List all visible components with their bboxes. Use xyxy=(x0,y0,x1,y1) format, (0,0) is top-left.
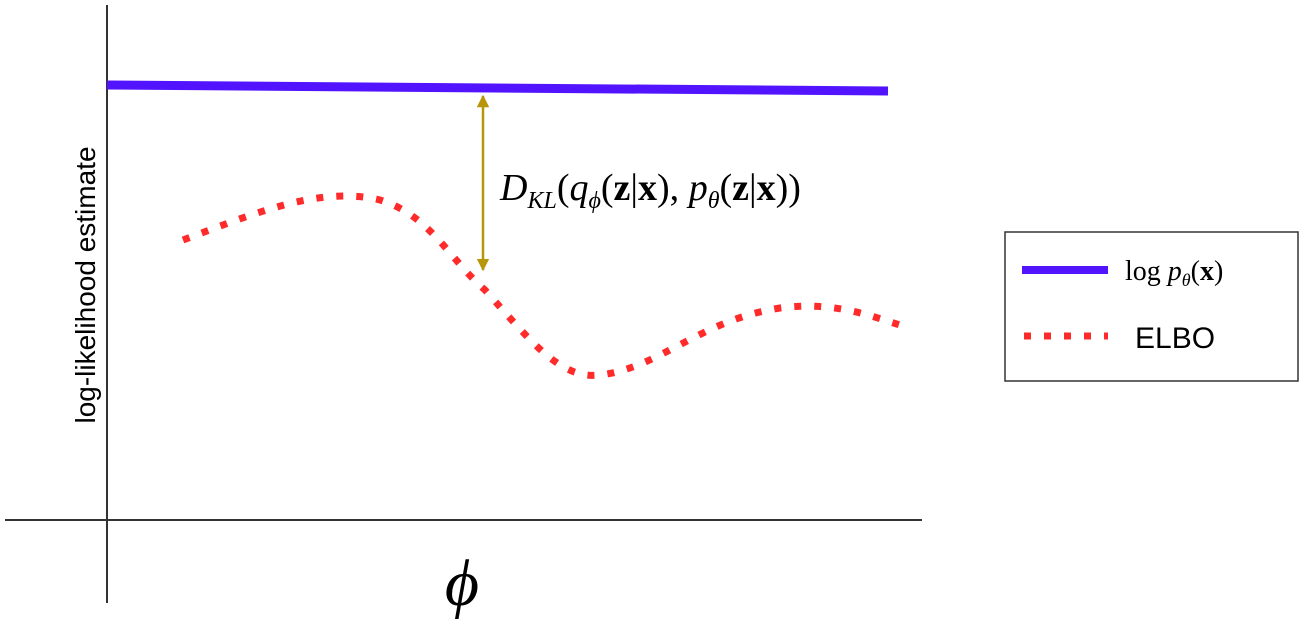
math-part: ) xyxy=(1214,256,1223,287)
math-part: z xyxy=(732,167,749,209)
math-part: x xyxy=(638,167,657,209)
math-part: | xyxy=(630,167,638,209)
math-part: KL xyxy=(526,188,556,214)
log-likelihood-line xyxy=(106,80,889,96)
math-part: q xyxy=(569,167,588,209)
x-axis-label: ϕ xyxy=(445,547,479,620)
math-part: p xyxy=(686,167,708,209)
math-part: x xyxy=(1200,256,1214,287)
math-part: ϕ xyxy=(588,188,600,214)
math-part: | xyxy=(749,167,757,209)
math-part: z xyxy=(614,167,631,209)
math-part: log xyxy=(1125,256,1168,287)
math-part: θ xyxy=(1182,270,1191,290)
math-part: D xyxy=(499,167,527,209)
elbo-curve xyxy=(181,192,911,379)
legend-box xyxy=(1004,231,1299,382)
math-part: ), xyxy=(657,167,689,209)
math-part: p xyxy=(1166,256,1182,287)
math-part: θ xyxy=(708,188,720,214)
y-axis-label: log-likelihood estimate xyxy=(70,146,101,423)
math-part: ( xyxy=(719,167,732,209)
legend-label: ELBO xyxy=(1135,322,1215,355)
legend-label: log pθ(x) xyxy=(1125,256,1223,290)
math-part: )) xyxy=(776,167,801,209)
math-part: ( xyxy=(557,167,570,209)
annotation: DKL(qϕ(z|x), pθ(z|x)) xyxy=(499,167,801,214)
math-part: ( xyxy=(601,167,614,209)
math-part: x xyxy=(757,167,776,209)
math-part: ( xyxy=(1191,256,1200,287)
